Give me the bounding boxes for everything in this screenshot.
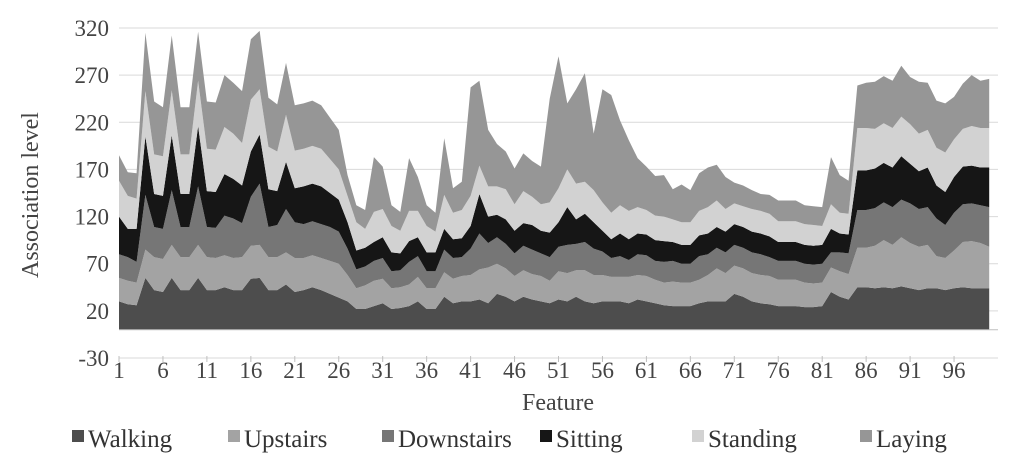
y-tick-label: 220: [75, 110, 110, 135]
area-series-downstairs: [119, 183, 990, 289]
x-tick-label: 26: [327, 358, 350, 383]
y-tick-label: 120: [75, 205, 110, 230]
x-tick-label: 86: [855, 358, 878, 383]
x-tick-label: 56: [591, 358, 614, 383]
x-tick-label: 91: [899, 358, 922, 383]
area-series-laying: [119, 30, 990, 232]
legend-label: Downstairs: [398, 426, 512, 453]
legend: Walking Upstairs Downstairs Sitting Standing…: [72, 426, 947, 453]
x-tick-label: 21: [283, 358, 306, 383]
y-tick-label: 270: [75, 63, 110, 88]
x-tick-label: 81: [811, 358, 834, 383]
plot-area: [119, 30, 990, 330]
legend-label: Sitting: [556, 426, 623, 453]
x-tick-label: 96: [943, 358, 966, 383]
legend-label: Upstairs: [244, 426, 327, 453]
x-tick-label: 76: [767, 358, 790, 383]
legend-label: Walking: [88, 426, 173, 453]
area-series-standing: [119, 80, 990, 254]
legend-swatch: [540, 430, 552, 442]
x-tick-label: 6: [157, 358, 169, 383]
area-series-upstairs: [119, 237, 990, 309]
x-tick-label: 31: [371, 358, 394, 383]
legend-swatch: [228, 430, 240, 442]
x-tick-label: 71: [723, 358, 746, 383]
x-tick-label: 66: [679, 358, 702, 383]
x-tick-label: 1: [113, 358, 125, 383]
y-axis-title: Association level: [18, 112, 44, 278]
x-tick-label: 41: [459, 358, 482, 383]
y-tick-label: -30: [78, 346, 109, 371]
y-tick-label: 20: [86, 299, 109, 324]
legend-swatch: [382, 430, 394, 442]
y-tick-label: 70: [86, 252, 109, 277]
legend-label: Laying: [876, 426, 947, 453]
y-tick-label: 320: [75, 16, 110, 41]
x-tick-label: 51: [547, 358, 570, 383]
legend-swatch: [692, 430, 704, 442]
area-series-walking: [119, 277, 990, 330]
legend-label: Standing: [708, 426, 797, 453]
y-tick-label: 170: [75, 157, 110, 182]
legend-swatch: [72, 430, 84, 442]
legend-swatch: [860, 430, 872, 442]
x-axis-title: Feature: [522, 390, 594, 416]
x-tick-label: 36: [415, 358, 438, 383]
x-tick-label: 61: [635, 358, 658, 383]
area-series-sitting: [119, 126, 990, 272]
x-tick-label: 11: [196, 358, 218, 383]
x-tick-label: 46: [503, 358, 526, 383]
x-tick-label: 16: [239, 358, 262, 383]
